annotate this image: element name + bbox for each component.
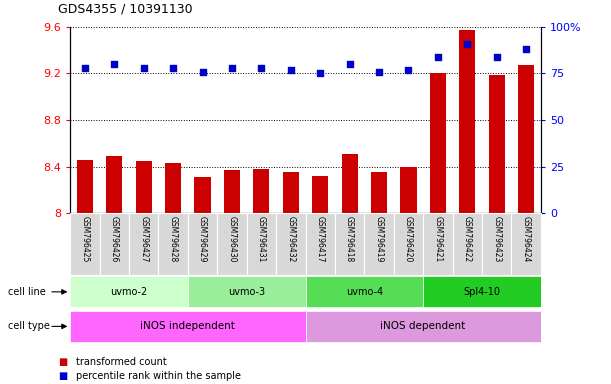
Text: GSM796428: GSM796428 [169,216,178,262]
Text: GSM796421: GSM796421 [433,216,442,262]
Bar [276,213,306,275]
Text: uvmo-3: uvmo-3 [228,287,265,297]
Bar [393,213,423,275]
Point [374,68,384,74]
Text: transformed count: transformed count [76,357,167,367]
Text: GSM796431: GSM796431 [257,216,266,263]
Point [198,68,208,74]
Point [403,67,413,73]
Point [80,65,90,71]
Bar [283,172,299,213]
Text: GSM796432: GSM796432 [287,216,295,263]
Bar [306,276,423,307]
Text: GSM796417: GSM796417 [316,216,324,263]
Bar [371,172,387,213]
Text: GSM796422: GSM796422 [463,216,472,262]
Point [433,54,443,60]
Text: GDS4355 / 10391130: GDS4355 / 10391130 [58,2,192,15]
Bar [254,169,269,213]
Point [227,65,237,71]
Text: uvmo-2: uvmo-2 [111,287,148,297]
Bar [423,276,541,307]
Bar [306,311,541,342]
Point [109,61,119,67]
Point [521,46,531,52]
Bar [453,213,482,275]
Point [345,61,354,67]
Text: GSM796426: GSM796426 [110,216,119,263]
Bar [511,213,541,275]
Text: cell type: cell type [8,321,50,331]
Bar [158,213,188,275]
Bar [100,213,129,275]
Bar [165,163,181,213]
Text: cell line: cell line [8,287,46,297]
Text: GSM796424: GSM796424 [522,216,530,263]
Text: GSM796429: GSM796429 [198,216,207,263]
Bar [218,213,247,275]
Text: GSM796420: GSM796420 [404,216,413,263]
Bar [489,74,505,213]
Text: GSM796419: GSM796419 [375,216,384,263]
Point [315,70,325,76]
Text: percentile rank within the sample: percentile rank within the sample [76,371,241,381]
Bar [306,213,335,275]
Bar [77,160,93,213]
Text: GSM796418: GSM796418 [345,216,354,262]
Bar [136,161,152,213]
Bar [70,276,188,307]
Bar [70,213,100,275]
Text: ■: ■ [58,357,67,367]
Point [257,65,266,71]
Point [492,54,502,60]
Bar [400,167,417,213]
Bar [335,213,364,275]
Text: GSM796425: GSM796425 [81,216,89,263]
Text: uvmo-4: uvmo-4 [346,287,383,297]
Bar [518,65,534,213]
Text: GSM796423: GSM796423 [492,216,501,263]
Bar [364,213,393,275]
Bar [482,213,511,275]
Text: GSM796430: GSM796430 [227,216,236,263]
Bar [312,176,328,213]
Text: ■: ■ [58,371,67,381]
Text: iNOS independent: iNOS independent [141,321,235,331]
Bar [129,213,158,275]
Bar [342,154,357,213]
Bar [188,276,306,307]
Bar [70,311,306,342]
Text: iNOS dependent: iNOS dependent [381,321,466,331]
Bar [188,213,218,275]
Point [286,67,296,73]
Bar [423,213,453,275]
Bar [459,30,475,213]
Bar [194,177,211,213]
Point [139,65,148,71]
Bar [430,73,446,213]
Bar [224,170,240,213]
Bar [247,213,276,275]
Text: GSM796427: GSM796427 [139,216,148,263]
Text: Spl4-10: Spl4-10 [463,287,500,297]
Point [168,65,178,71]
Bar [106,156,122,213]
Point [463,41,472,47]
